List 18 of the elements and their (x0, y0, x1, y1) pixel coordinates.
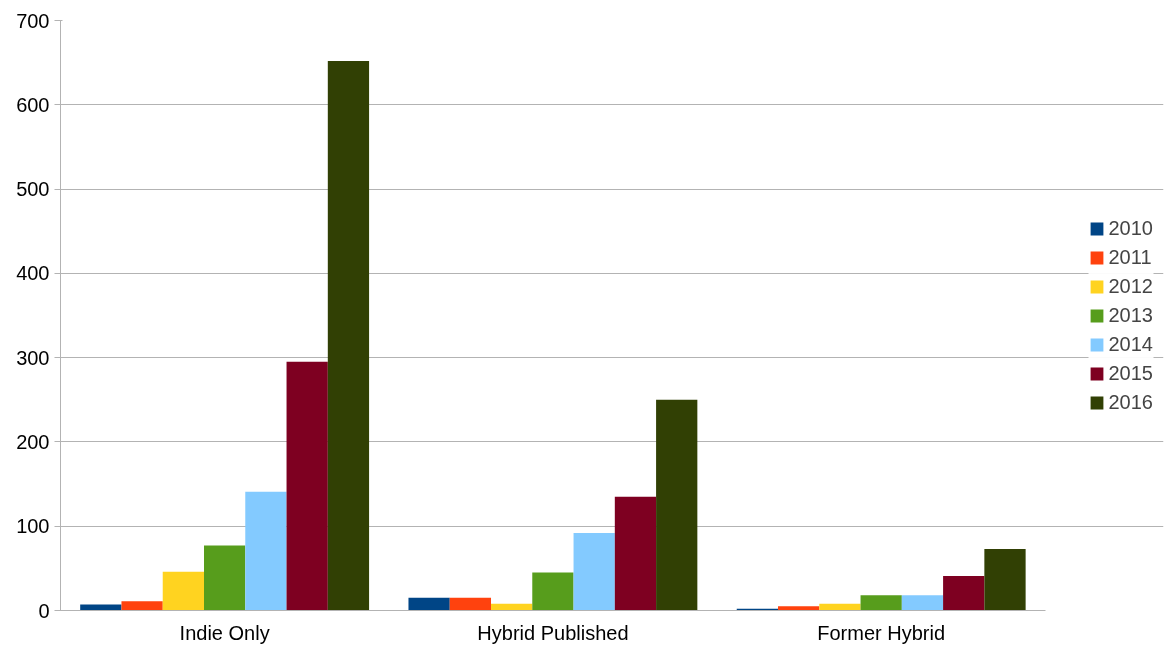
y-tick-label: 500 (16, 178, 50, 201)
y-tick-label: 200 (16, 430, 50, 453)
x-tick-label: Indie Only (179, 621, 270, 644)
legend-label: 2013 (1108, 303, 1153, 327)
y-tick-label: 600 (16, 93, 50, 116)
legend-label: 2012 (1108, 274, 1153, 298)
x-tick-label: Former Hybrid (817, 621, 946, 644)
legend-label: 2014 (1108, 332, 1153, 356)
x-tick-label: Hybrid Published (477, 621, 629, 644)
y-tick-label: 300 (16, 346, 50, 369)
y-tick-label: 100 (16, 515, 50, 538)
legend-label: 2015 (1108, 361, 1153, 385)
y-tick-label: 0 (38, 599, 50, 622)
y-tick-label: 400 (16, 262, 50, 285)
legend-label: 2011 (1108, 245, 1152, 269)
legend-label: 2010 (1108, 216, 1153, 240)
legend-label: 2016 (1108, 390, 1153, 414)
y-tick-label: 700 (16, 9, 50, 32)
